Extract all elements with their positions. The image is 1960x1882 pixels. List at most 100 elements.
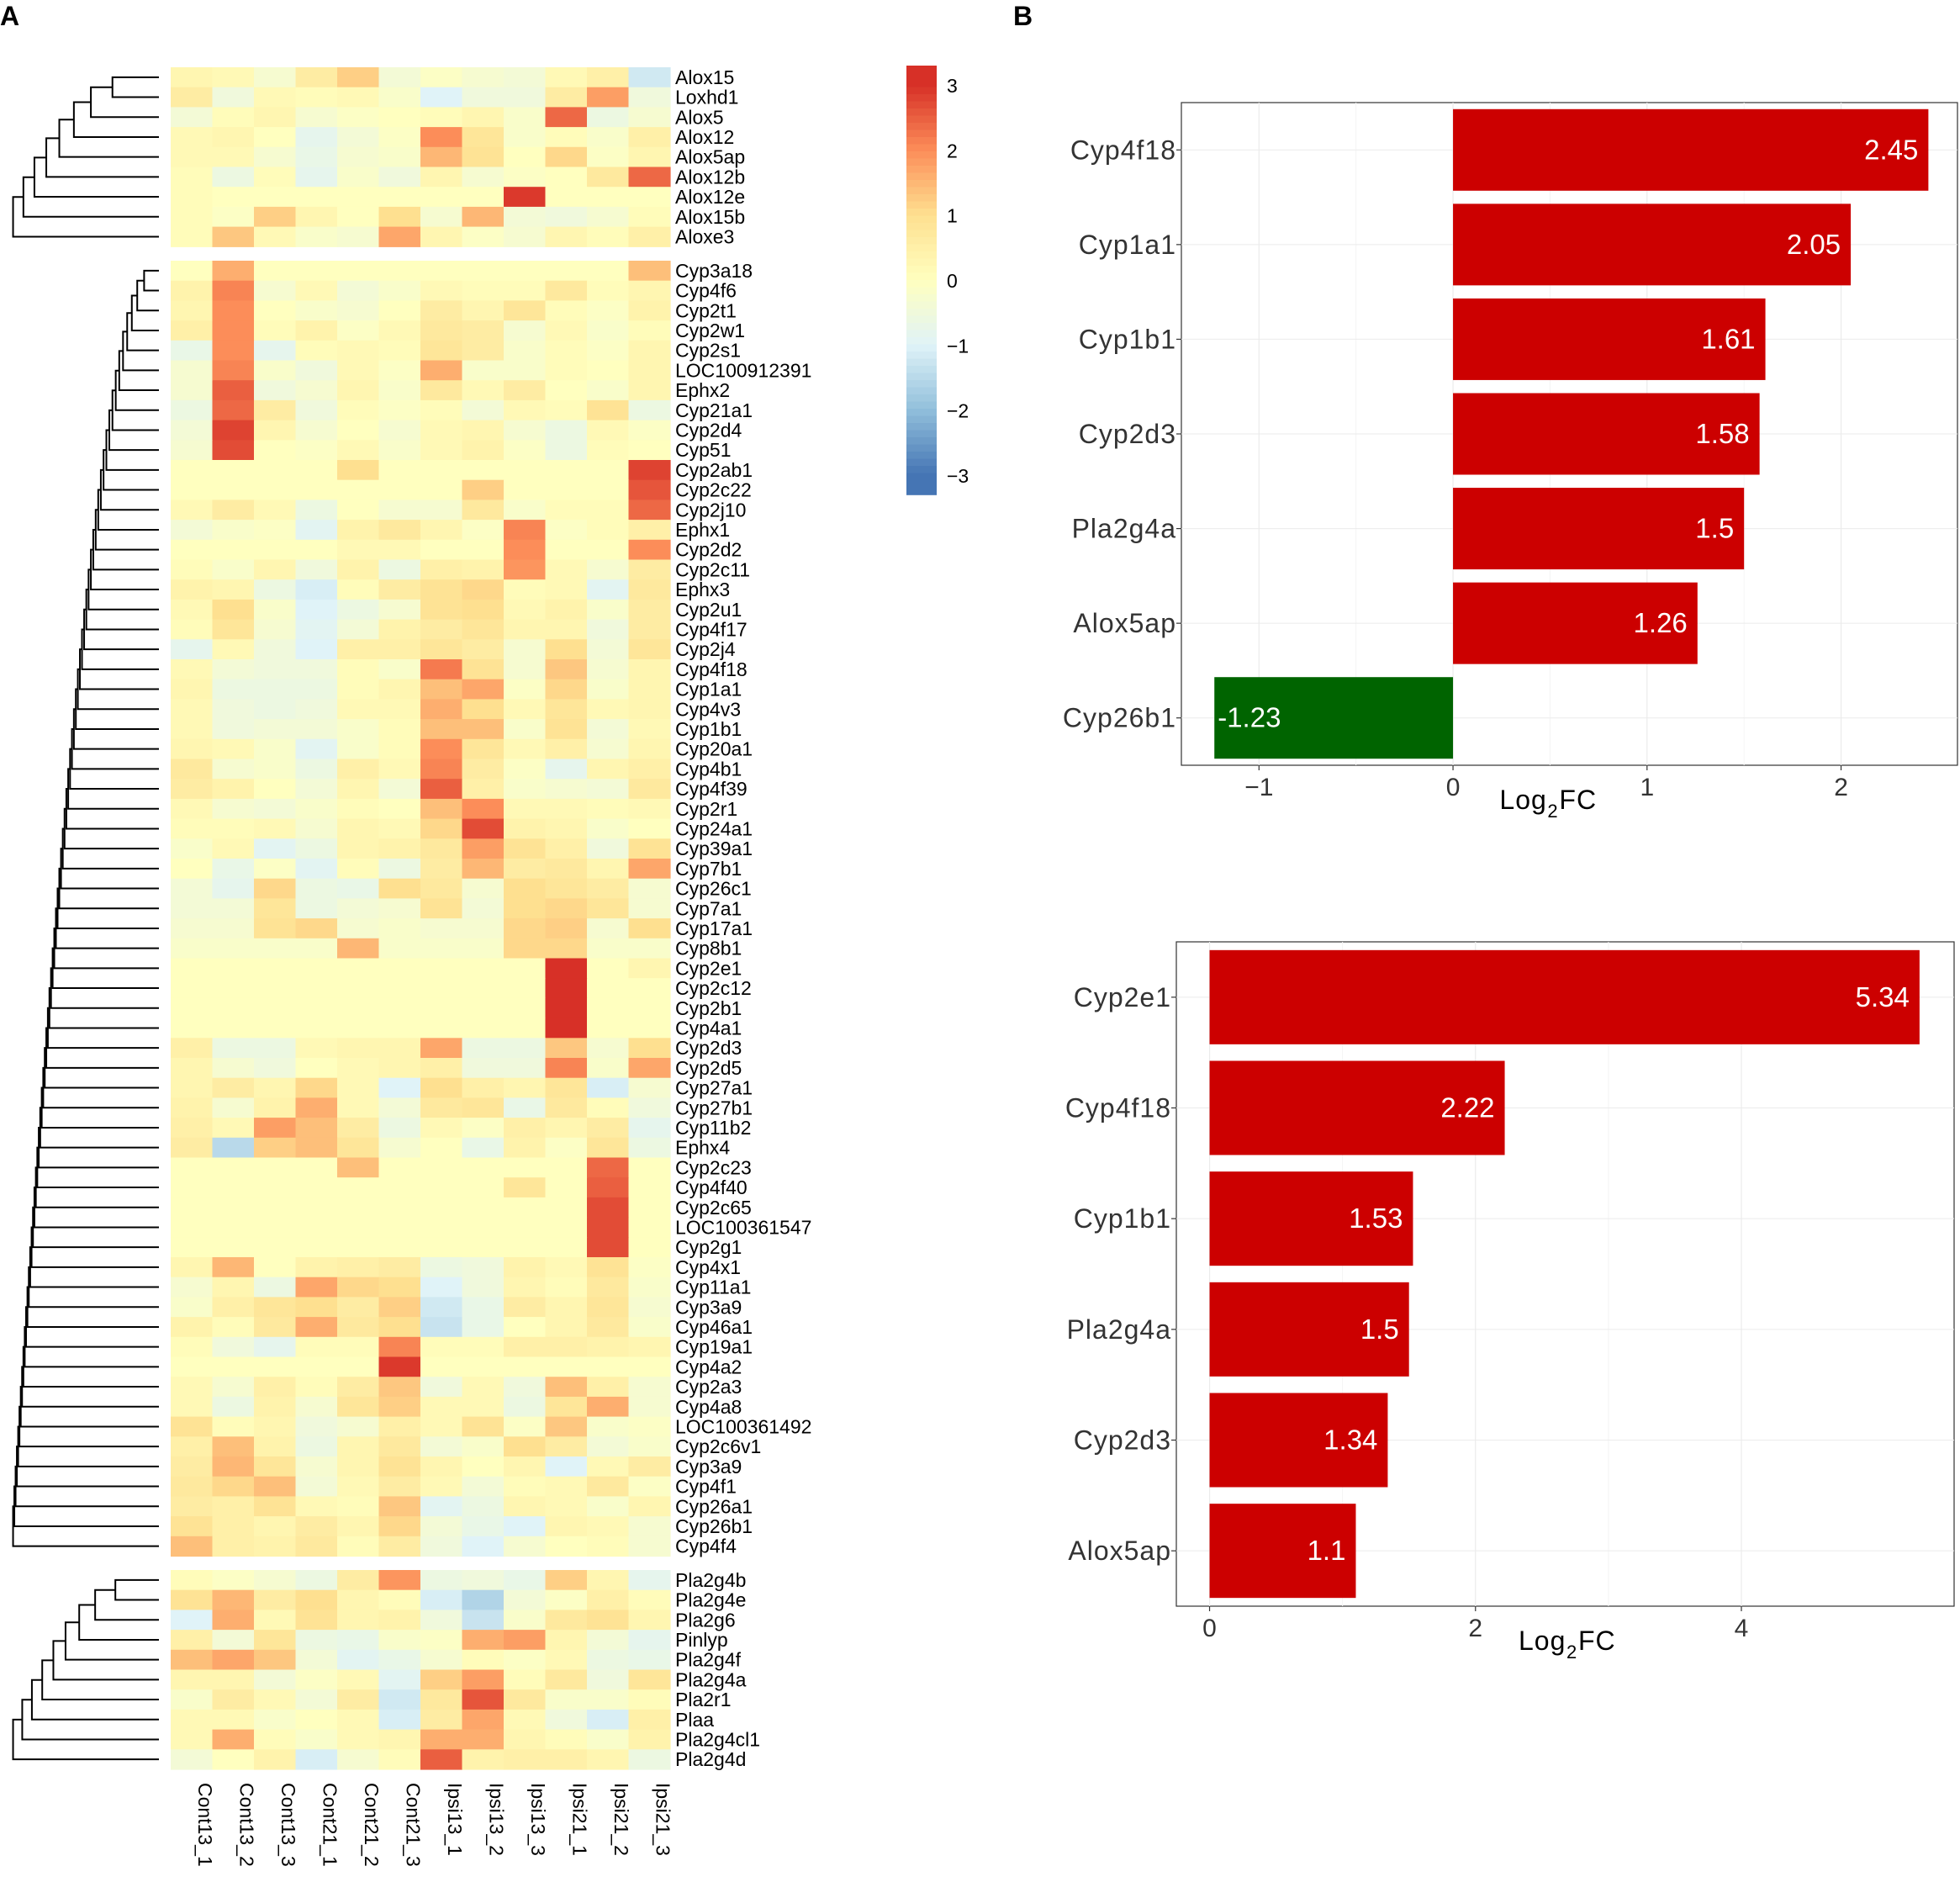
row-label: Plaa — [675, 1709, 714, 1731]
row-label: Cyp4f40 — [675, 1176, 748, 1198]
heatmap-cell — [295, 1356, 338, 1377]
heatmap-cell — [254, 659, 297, 680]
heatmap-cell — [462, 838, 505, 859]
heatmap-cell — [462, 226, 505, 247]
heatmap-cell — [504, 320, 547, 341]
heatmap-cell — [295, 1317, 338, 1338]
heatmap-cell — [171, 1157, 214, 1178]
heatmap-cell — [462, 187, 505, 208]
heatmap-cell — [171, 1516, 214, 1537]
heatmap-cell — [337, 380, 380, 401]
heatmap-cell — [420, 1729, 463, 1750]
heatmap-cell — [254, 399, 297, 421]
heatmap-cell — [504, 579, 547, 600]
heatmap-cell — [462, 1610, 505, 1631]
heatmap-cell — [171, 440, 214, 461]
heatmap-cell — [587, 1749, 630, 1770]
heatmap-cell — [212, 1038, 255, 1059]
heatmap-cell — [212, 280, 255, 301]
column-label: Cont21_2 — [361, 1783, 383, 1867]
heatmap-cell — [254, 1570, 297, 1591]
heatmap-cell — [420, 699, 463, 720]
dendrogram-branch — [52, 1640, 159, 1681]
heatmap-cell — [462, 1018, 505, 1039]
row-label: Cyp1a1 — [675, 679, 742, 700]
heatmap-cell — [254, 1157, 297, 1178]
category-label: Pla2g4a — [1067, 1314, 1171, 1345]
heatmap-cell — [171, 938, 214, 960]
heatmap-cell — [295, 107, 338, 128]
heatmap-cell — [545, 1377, 588, 1398]
heatmap-cell — [545, 320, 588, 341]
heatmap-cell — [420, 1177, 463, 1198]
heatmap-cell — [337, 1118, 380, 1139]
bar-value-label: 2.45 — [1864, 134, 1918, 165]
heatmap-cell — [254, 798, 297, 820]
row-label: Cyp4f39 — [675, 778, 748, 800]
heatmap-cell — [420, 659, 463, 680]
heatmap-cell — [504, 1749, 547, 1770]
heatmap-cell — [462, 320, 505, 341]
heatmap-cell — [212, 1456, 255, 1478]
row-label: Cyp4v3 — [675, 698, 741, 720]
heatmap-cell — [171, 226, 214, 247]
x-tick-label: 0 — [1446, 774, 1461, 801]
heatmap-cell — [587, 1097, 630, 1118]
heatmap-cell — [212, 500, 255, 521]
heatmap-cell — [462, 1157, 505, 1178]
heatmap-cell — [337, 1356, 380, 1377]
bar-value-label: 1.5 — [1360, 1314, 1399, 1345]
heatmap-cell — [171, 520, 214, 541]
heatmap-cell — [378, 360, 421, 381]
heatmap-cell — [628, 1709, 671, 1731]
heatmap-cell — [378, 127, 421, 148]
heatmap-cell — [254, 818, 297, 839]
heatmap-cell — [420, 759, 463, 780]
heatmap-cell — [295, 1709, 338, 1731]
heatmap-cell — [295, 1570, 338, 1591]
heatmap-cell — [337, 1297, 380, 1318]
row-label: Alox15 — [675, 66, 734, 88]
heatmap-cell — [337, 1336, 380, 1358]
heatmap-cell — [171, 699, 214, 720]
heatmap-cell — [587, 320, 630, 341]
dendrogram-branch — [30, 1226, 159, 1268]
heatmap-cell — [337, 460, 380, 481]
heatmap-cell — [337, 167, 380, 188]
heatmap-cell — [628, 1536, 671, 1557]
heatmap-cell — [254, 1649, 297, 1671]
dendrogram-branch — [65, 788, 159, 830]
row-label: Cyp4f6 — [675, 280, 737, 302]
heatmap-cell — [254, 1317, 297, 1338]
row-label: Pla2r1 — [675, 1689, 731, 1710]
heatmap-cell — [254, 738, 297, 760]
bar — [1453, 204, 1852, 286]
legend-swatch — [906, 108, 937, 117]
heatmap-cell — [378, 167, 421, 188]
legend-swatch — [906, 151, 937, 160]
heatmap-cell — [504, 1630, 547, 1651]
heatmap-cell — [504, 898, 547, 919]
heatmap-cell — [504, 1496, 547, 1517]
heatmap-cell — [295, 818, 338, 839]
row-label: Cyp2g1 — [675, 1236, 742, 1258]
heatmap-cell — [254, 878, 297, 899]
heatmap-cell — [420, 1709, 463, 1731]
heatmap-cell — [212, 479, 255, 500]
heatmap-cell — [295, 320, 338, 341]
heatmap-cell — [504, 187, 547, 208]
heatmap-cell — [420, 599, 463, 621]
heatmap-cell — [587, 1416, 630, 1437]
heatmap-cell — [378, 226, 421, 247]
heatmap-cell — [212, 798, 255, 820]
row-label: Pla2g4a — [675, 1668, 747, 1690]
heatmap-cell — [587, 1317, 630, 1338]
heatmap-cell — [587, 87, 630, 108]
heatmap-cell — [545, 187, 588, 208]
row-label: Cyp4f17 — [675, 618, 748, 640]
heatmap-cell — [545, 1709, 588, 1731]
heatmap-cell — [462, 918, 505, 939]
heatmap-cell — [171, 559, 214, 580]
dendrogram-2 — [12, 269, 159, 1547]
heatmap-cell — [295, 1396, 338, 1418]
